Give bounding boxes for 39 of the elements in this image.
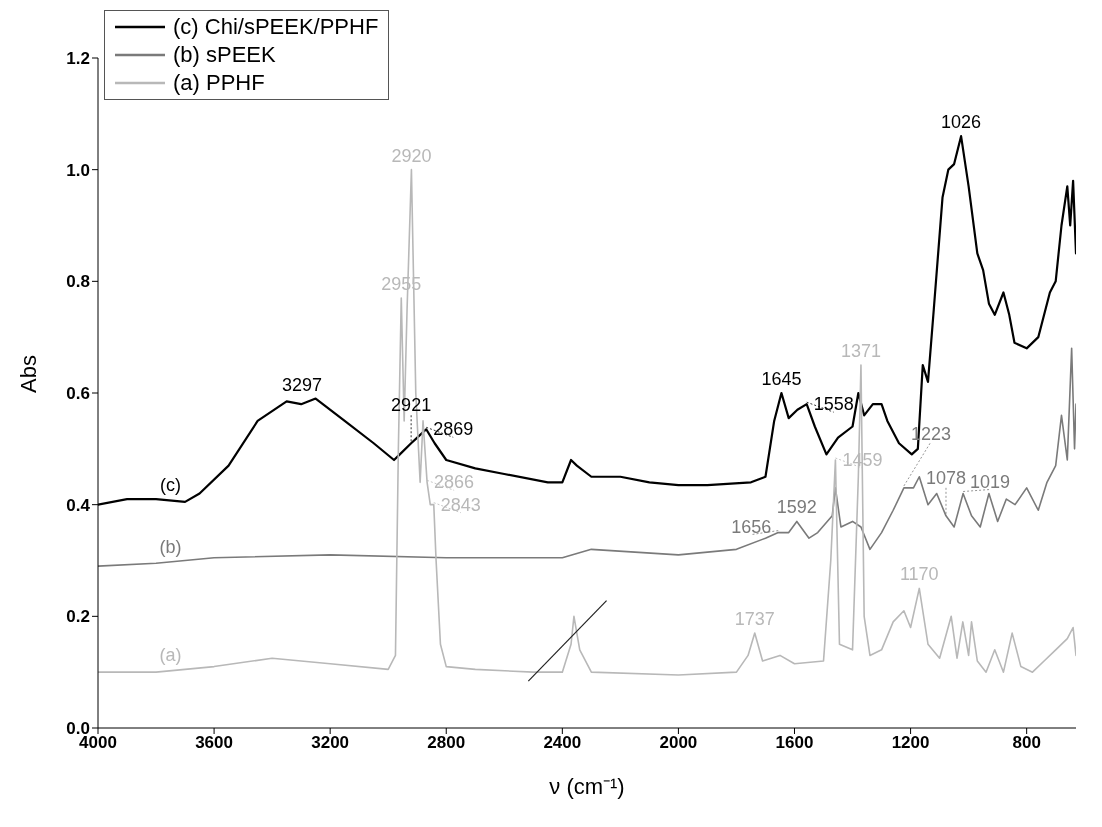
x-tick-label: 2400	[543, 733, 582, 753]
x-tick-label: 1600	[775, 733, 814, 753]
x-tick-label: 800	[1012, 733, 1041, 753]
legend-label: (a) PPHF	[173, 70, 265, 96]
y-tick-label: 1.2	[66, 49, 90, 69]
x-tick-label: 1200	[891, 733, 930, 753]
annotation: 1078	[925, 467, 967, 488]
y-axis-title: Abs	[15, 355, 41, 393]
annotation: (a)	[159, 645, 182, 666]
annotation: 2921	[391, 395, 432, 416]
annotation: 1026	[941, 112, 982, 133]
annotation: 1645	[761, 369, 802, 389]
y-tick-label: 0.6	[66, 384, 90, 404]
annotation: 1371	[840, 341, 881, 362]
annotation: 1019	[970, 471, 1011, 492]
annotation: 2843	[440, 494, 481, 515]
annotation: 1558	[813, 394, 854, 415]
annotation: 1592	[776, 497, 817, 518]
y-tick-label: 0.2	[66, 607, 90, 627]
annotation: (b)	[159, 536, 182, 557]
x-tick-label: 2000	[659, 733, 698, 753]
legend-label: (b) sPEEK	[173, 42, 276, 68]
annotation: 2869	[433, 419, 474, 440]
x-tick-label: 2800	[427, 733, 466, 753]
annotation: 2866	[434, 472, 475, 493]
annotation: 1737	[734, 609, 775, 630]
y-tick-label: 0.4	[66, 495, 91, 515]
x-tick-label: 3200	[311, 733, 350, 753]
y-tick-label: 1.0	[66, 160, 90, 180]
legend-label: (c) Chi/sPEEK/PPHF	[173, 14, 379, 40]
annotation: 3297	[281, 374, 323, 395]
annotation: 1656	[731, 516, 772, 537]
annotation: (c)	[160, 475, 182, 496]
x-axis-title: ν (cm⁻¹)	[549, 774, 625, 799]
annotation: 1170	[899, 564, 939, 585]
annotation: 2920	[391, 145, 432, 166]
y-tick-label: 0.8	[66, 272, 90, 292]
line-series	[98, 168, 1076, 676]
x-tick-label: 3600	[195, 733, 233, 753]
